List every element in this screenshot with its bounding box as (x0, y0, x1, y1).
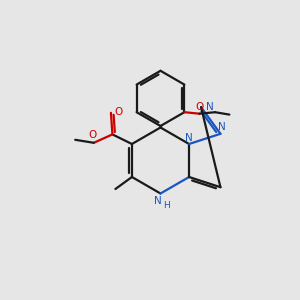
Text: H: H (163, 201, 170, 210)
Text: N: N (154, 196, 161, 206)
Text: O: O (195, 102, 203, 112)
Text: N: N (185, 133, 193, 143)
Text: N: N (218, 122, 226, 132)
Text: O: O (88, 130, 96, 140)
Text: O: O (114, 107, 122, 117)
Text: N: N (206, 102, 213, 112)
